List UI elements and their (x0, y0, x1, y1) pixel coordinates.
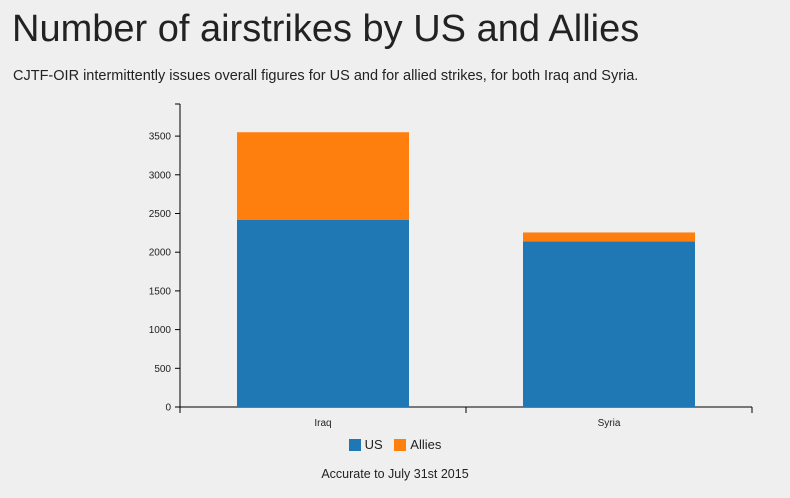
x-tick-label: Iraq (314, 418, 331, 429)
y-tick-label: 3000 (149, 170, 172, 181)
bar-us-syria (523, 241, 695, 407)
bar-allies-syria (523, 232, 695, 242)
legend-swatch-allies (394, 438, 407, 451)
y-tick-label: 500 (154, 364, 171, 375)
chart-title: Number of airstrikes by US and Allies (12, 8, 640, 50)
legend-label-allies: Allies (410, 437, 442, 452)
y-tick-label: 3500 (149, 132, 172, 143)
chart-subtitle: CJTF-OIR intermittently issues overall f… (13, 68, 639, 84)
legend: US Allies (0, 437, 790, 454)
bar-us-iraq (237, 219, 409, 407)
footnote: Accurate to July 31st 2015 (321, 467, 469, 481)
y-tick-label: 1000 (149, 325, 172, 336)
legend-item-allies: Allies (394, 437, 441, 452)
x-tick-label: Syria (598, 418, 621, 429)
y-tick-label: 2000 (149, 248, 172, 259)
y-tick-label: 2500 (149, 209, 172, 220)
legend-swatch-us (348, 438, 361, 451)
y-tick-label: 0 (165, 403, 171, 414)
legend-label-us: US (364, 437, 383, 452)
y-tick-label: 1500 (149, 286, 172, 297)
bar-chart: 0 500 1000 1500 2000 2500 3000 3500 Iraq Syria (149, 103, 753, 429)
legend-item-us: US (348, 437, 383, 452)
bar-allies-iraq (237, 132, 409, 220)
